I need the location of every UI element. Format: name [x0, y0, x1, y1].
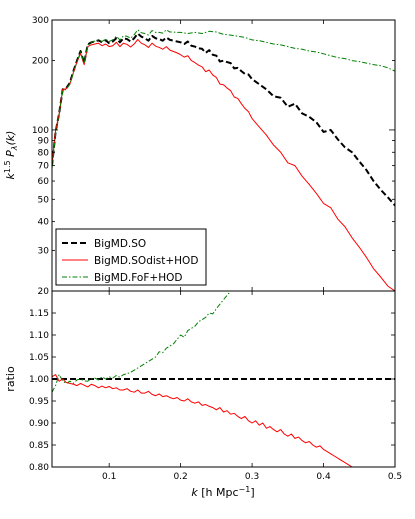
bottom-xtick-label: 0.2: [173, 472, 187, 482]
bottom-xtick-label: 0.5: [388, 472, 402, 482]
legend: BigMD.SO BigMD.SOdist+HOD BigMD.FoF+HOD: [55, 228, 207, 286]
bottom-series-bigmd-sodist-hod: [52, 374, 353, 467]
top-ytick-label: 90: [38, 136, 50, 146]
bottom-ytick-label: 0.95: [29, 397, 49, 407]
bottom-series-bigmd-fof-hod: [52, 291, 232, 393]
bottom-xtick-label: 0.4: [316, 472, 331, 482]
bottom-xlabel: k [h Mpc−1]: [191, 485, 254, 499]
top-ytick-label: 40: [38, 218, 50, 228]
bottom-xtick-label: 0.1: [102, 472, 116, 482]
top-ytick-label: 300: [32, 16, 49, 26]
bottom-ytick-label: 1.00: [29, 375, 49, 385]
top-series-bigmd-fof-hod: [52, 29, 395, 169]
top-ylabel: k1.5 Pλ(k): [3, 131, 19, 180]
top-series-bigmd-sodist-hod: [52, 38, 395, 291]
bottom-ytick-label: 0.90: [29, 419, 49, 429]
legend-label: BigMD.SOdist+HOD: [94, 255, 198, 267]
bottom-ytick-label: 1.05: [29, 353, 49, 363]
top-ytick-label: 80: [38, 148, 50, 158]
bottom-panel: 0.80 0.85 0.90 0.95 1.00 1.05 1.10 1.15 0.1 0.2 0.…: [4, 290, 402, 499]
top-ytick-label: 70: [38, 162, 50, 172]
top-series-bigmd-so: [52, 32, 395, 207]
top-ytick-label: 200: [32, 57, 49, 67]
top-ytick-label: 50: [38, 195, 50, 205]
top-ytick-label: 30: [38, 246, 50, 256]
legend-box: [55, 228, 207, 286]
bottom-xtick-label: 0.3: [245, 472, 259, 482]
top-ytick-label: 60: [38, 177, 50, 187]
bottom-ylabel: ratio: [4, 366, 17, 392]
bottom-ytick-label: 1.15: [29, 309, 49, 319]
legend-label: BigMD.FoF+HOD: [94, 272, 182, 284]
bottom-ytick-label: 1.10: [29, 331, 49, 341]
bottom-ytick-label: 0.80: [29, 463, 49, 473]
top-ytick-label: 20: [38, 287, 50, 297]
top-ytick-label: 100: [32, 126, 49, 136]
bottom-ytick-label: 0.85: [29, 441, 49, 451]
legend-label: BigMD.SO: [94, 238, 146, 250]
